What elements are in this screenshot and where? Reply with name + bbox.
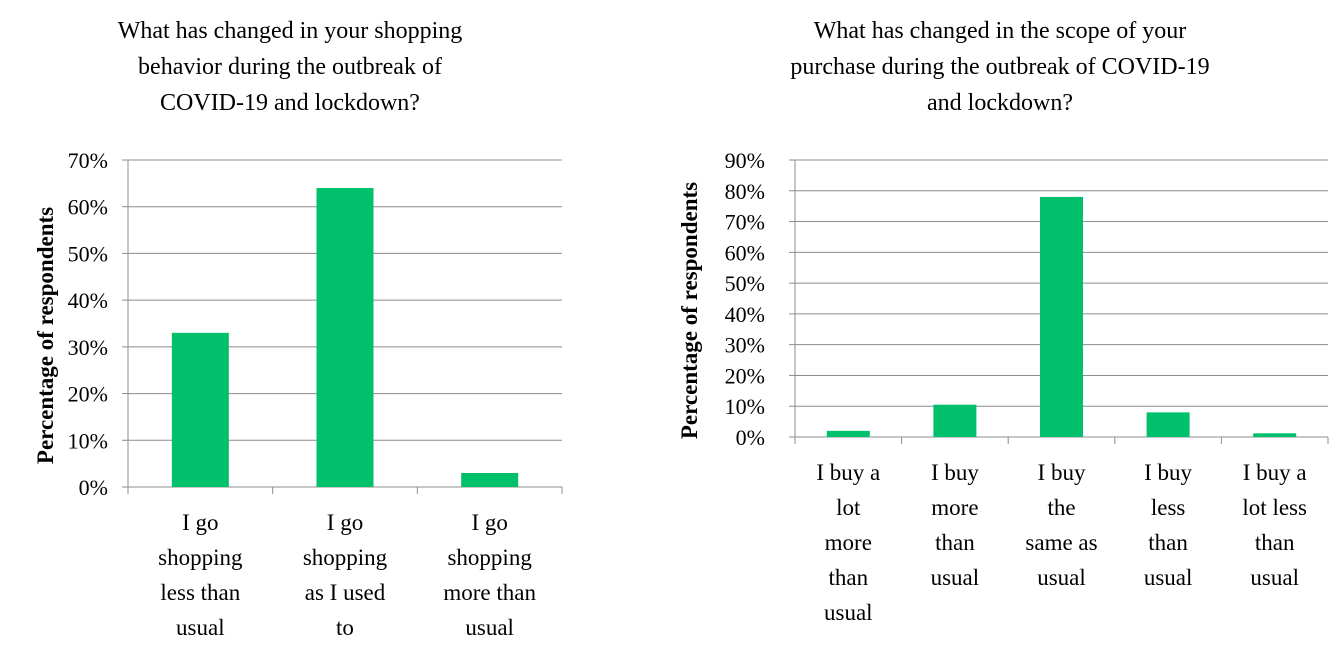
y-tick-label: 30% [68,335,108,360]
y-tick-label: 20% [725,363,765,388]
bar [316,188,374,487]
y-tick-label: 60% [725,240,765,265]
y-tick-label: 20% [68,382,108,407]
x-category-label: I go shopping more than usual [443,510,536,640]
x-category-label: I buy more than usual [931,460,980,590]
x-category-label: I go shopping less than usual [158,510,243,640]
y-tick-label: 0% [79,475,108,500]
y-tick-label: 70% [68,148,108,173]
y-tick-label: 10% [68,428,108,453]
chart-purchase-scope: What has changed in the scope of your pur… [677,18,1329,625]
chart-shopping-behavior: What has changed in your shopping behavio… [33,18,563,640]
y-tick-label: 50% [68,241,108,266]
chart-title-line: and lockdown? [927,90,1073,116]
y-axis-title: Percentage of respondents [677,182,702,439]
y-tick-label: 30% [725,333,765,358]
chart-title-line: purchase during the outbreak of COVID-19 [790,54,1209,80]
y-tick-label: 50% [725,271,765,296]
y-tick-label: 70% [725,210,765,235]
x-category-label: I go shopping as I used to [303,510,388,640]
chart-title-line: COVID-19 and lockdown? [160,90,420,116]
x-category-label: I buy less than usual [1144,460,1193,590]
y-tick-label: 90% [725,148,765,173]
bar [1040,196,1083,437]
y-tick-label: 0% [736,425,765,450]
x-category-label: I buy the same as usual [1025,460,1097,590]
chart-title-line: What has changed in your shopping [118,18,463,44]
chart-title-line: behavior during the outbreak of [138,54,442,80]
y-axis-title: Percentage of respondents [33,207,58,464]
x-category-label: I buy a lot more than usual [816,460,880,625]
y-tick-label: 10% [725,394,765,419]
bar [461,472,519,487]
y-tick-label: 40% [725,302,765,327]
bar [171,332,229,487]
y-tick-label: 80% [725,179,765,204]
chart-title-line: What has changed in the scope of your [814,18,1187,44]
bar [933,404,977,437]
bar [826,430,870,437]
y-tick-label: 40% [68,288,108,313]
bar [1253,433,1297,437]
y-tick-label: 60% [68,195,108,220]
x-category-label: I buy a lot less than usual [1242,460,1307,590]
bar [1146,412,1190,437]
